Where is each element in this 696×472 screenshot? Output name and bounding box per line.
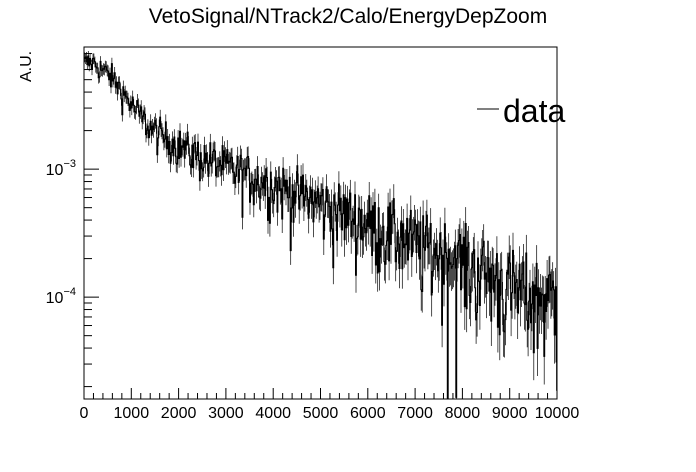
x-tick-label: 3000 bbox=[208, 405, 244, 422]
x-tick-label: 4000 bbox=[255, 405, 291, 422]
y-axis: 10−3 10−4 bbox=[46, 53, 99, 388]
data-histogram-trace bbox=[84, 51, 557, 400]
x-tick-label: 7000 bbox=[397, 405, 433, 422]
y-tick-label: 10−4 bbox=[46, 286, 76, 307]
x-tick-label: 9000 bbox=[492, 405, 528, 422]
y-tick-label: 10−3 bbox=[46, 158, 76, 179]
y-axis-label: A.U. bbox=[18, 51, 35, 82]
data-histogram-line bbox=[84, 55, 557, 400]
x-tick-label: 2000 bbox=[161, 405, 197, 422]
chart-title: VetoSignal/NTrack2/Calo/EnergyDepZoom bbox=[149, 5, 547, 28]
x-axis: 0 1000 2000 3000 4000 5000 6000 7000 8000 9000 100… bbox=[80, 388, 580, 422]
x-tick-label: 10000 bbox=[535, 405, 580, 422]
legend: data bbox=[477, 93, 565, 129]
x-tick-label: 1000 bbox=[114, 405, 150, 422]
x-tick-label: 6000 bbox=[350, 405, 386, 422]
x-tick-label: 5000 bbox=[303, 405, 339, 422]
x-tick-label: 0 bbox=[80, 405, 89, 422]
legend-label-data: data bbox=[503, 93, 565, 129]
x-tick-label: 8000 bbox=[445, 405, 481, 422]
